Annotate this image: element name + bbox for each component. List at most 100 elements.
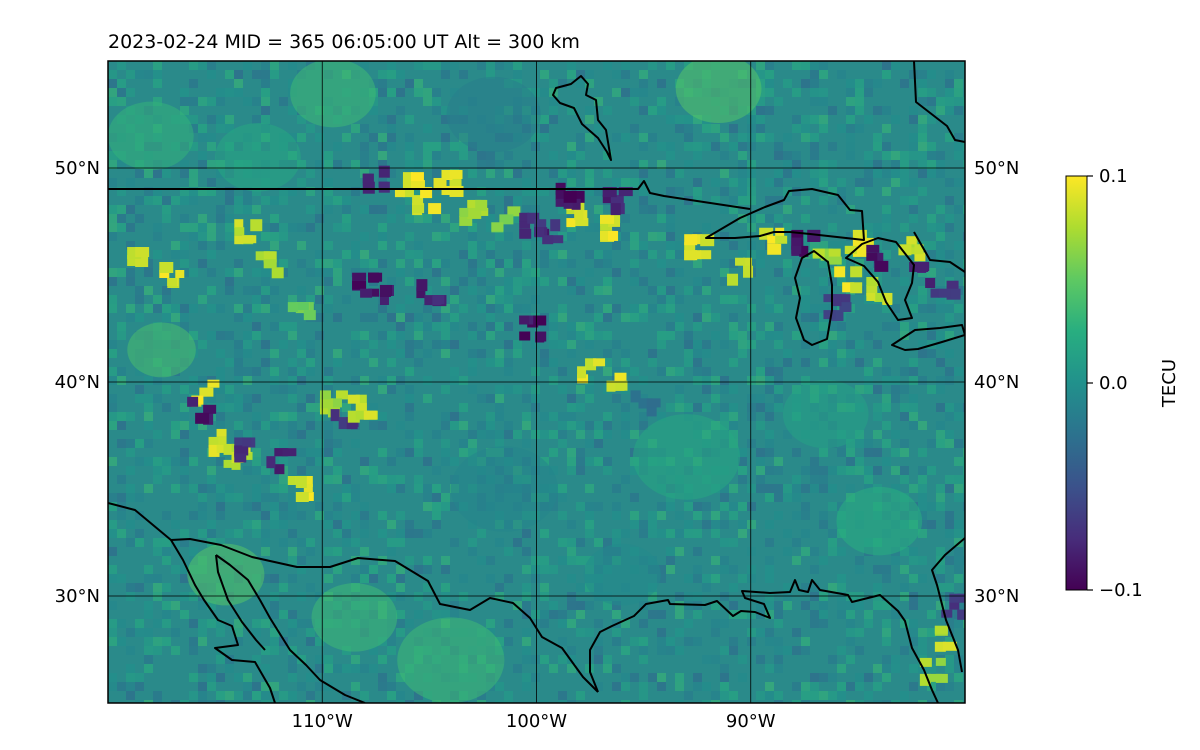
tec-texture-cell	[954, 547, 963, 556]
tec-texture-cell	[639, 682, 648, 691]
tec-texture-cell	[108, 493, 117, 502]
tec-texture-cell	[927, 268, 936, 277]
tec-texture-cell	[423, 286, 432, 295]
tec-texture-cell	[549, 169, 558, 178]
tec-texture-cell	[801, 214, 810, 223]
tec-anomaly-cell	[949, 593, 961, 603]
tec-texture-cell	[603, 304, 612, 313]
tec-texture-cell	[945, 367, 954, 376]
tec-anomaly-cell	[935, 657, 946, 666]
tec-texture-cell	[765, 367, 774, 376]
tec-texture-cell	[936, 241, 945, 250]
tec-texture-cell	[234, 259, 243, 268]
tec-texture-cell	[828, 187, 837, 196]
tec-texture-cell	[684, 142, 693, 151]
tec-texture-cell	[396, 700, 405, 703]
tec-texture-cell	[126, 88, 135, 97]
tec-texture-cell	[225, 223, 234, 232]
tec-texture-cell	[792, 646, 801, 655]
tec-texture-cell	[702, 277, 711, 286]
tec-texture-cell	[189, 376, 198, 385]
tec-texture-cell	[153, 592, 162, 601]
tec-texture-cell	[495, 430, 504, 439]
tec-anomaly-cell	[274, 464, 285, 475]
tec-texture-cell	[684, 403, 693, 412]
tec-texture-cell	[558, 439, 567, 448]
tec-texture-cell	[387, 358, 396, 367]
tec-texture-cell	[576, 151, 585, 160]
tec-texture-cell	[207, 142, 216, 151]
tec-texture-cell	[891, 664, 900, 673]
tec-texture-cell	[828, 160, 837, 169]
tec-texture-cell	[288, 61, 297, 70]
tec-texture-cell	[360, 457, 369, 466]
tec-texture-cell	[747, 187, 756, 196]
tec-texture-cell	[477, 691, 486, 700]
tec-texture-cell	[540, 610, 549, 619]
tec-texture-cell	[954, 133, 963, 142]
tec-texture-cell	[369, 340, 378, 349]
tec-anomaly-cell	[949, 601, 960, 610]
tec-texture-cell	[801, 268, 810, 277]
tec-texture-cell	[846, 655, 855, 664]
tec-texture-cell	[783, 430, 792, 439]
tec-texture-cell	[882, 601, 891, 610]
tec-texture-cell	[432, 493, 441, 502]
tec-texture-cell	[630, 232, 639, 241]
tec-anomaly-cell	[223, 443, 234, 455]
lake-erie-ontario	[891, 324, 965, 351]
tec-texture-cell	[522, 421, 531, 430]
tec-texture-cell	[135, 196, 144, 205]
tec-texture-cell	[180, 574, 189, 583]
tec-texture-cell	[405, 385, 414, 394]
tec-texture-cell	[594, 439, 603, 448]
tec-texture-cell	[738, 610, 747, 619]
tec-texture-cell	[198, 664, 207, 673]
tec-texture-cell	[549, 331, 558, 340]
tec-texture-cell	[234, 691, 243, 700]
tec-texture-cell	[594, 457, 603, 466]
tec-texture-cell	[405, 412, 414, 421]
tec-texture-cell	[144, 439, 153, 448]
tec-anomaly-cell	[303, 484, 313, 493]
tec-texture-cell	[108, 394, 117, 403]
tec-texture-cell	[450, 295, 459, 304]
tec-texture-cell	[873, 601, 882, 610]
tec-texture-cell	[198, 187, 207, 196]
tec-texture-cell	[108, 502, 117, 511]
tec-texture-cell	[531, 655, 540, 664]
tec-texture-cell	[684, 502, 693, 511]
tec-texture-cell	[198, 151, 207, 160]
tec-texture-cell	[810, 97, 819, 106]
tec-anomaly-cell	[282, 448, 297, 457]
tec-texture-cell	[243, 430, 252, 439]
tec-texture-cell	[180, 106, 189, 115]
tec-texture-cell	[810, 475, 819, 484]
tec-texture-cell	[693, 115, 702, 124]
lat-tick-label-right: 30°N	[974, 586, 1019, 607]
tec-texture-cell	[909, 250, 918, 259]
tec-texture-cell	[846, 97, 855, 106]
tec-texture-cell	[477, 295, 486, 304]
tec-texture-cell	[612, 367, 621, 376]
tec-texture-cell	[936, 250, 945, 259]
tec-texture-cell	[117, 187, 126, 196]
tec-texture-cell	[783, 79, 792, 88]
gulf-of-california-east	[215, 554, 266, 651]
tec-anomaly-cell	[167, 278, 178, 286]
tec-texture-cell	[666, 565, 675, 574]
tec-anomaly-cell	[499, 214, 514, 225]
tec-texture-cell	[819, 61, 828, 70]
tec-texture-cell	[423, 214, 432, 223]
tec-texture-cell	[594, 430, 603, 439]
tec-texture-cell	[837, 574, 846, 583]
tec-texture-cell	[891, 556, 900, 565]
tec-texture-cell	[180, 466, 189, 475]
tec-texture-cell	[144, 70, 153, 79]
tec-patch	[675, 61, 762, 124]
tec-texture-cell	[720, 133, 729, 142]
tec-texture-cell	[873, 223, 882, 232]
tec-texture-cell	[936, 682, 945, 691]
tec-texture-cell	[108, 520, 117, 529]
tec-texture-cell	[954, 412, 963, 421]
